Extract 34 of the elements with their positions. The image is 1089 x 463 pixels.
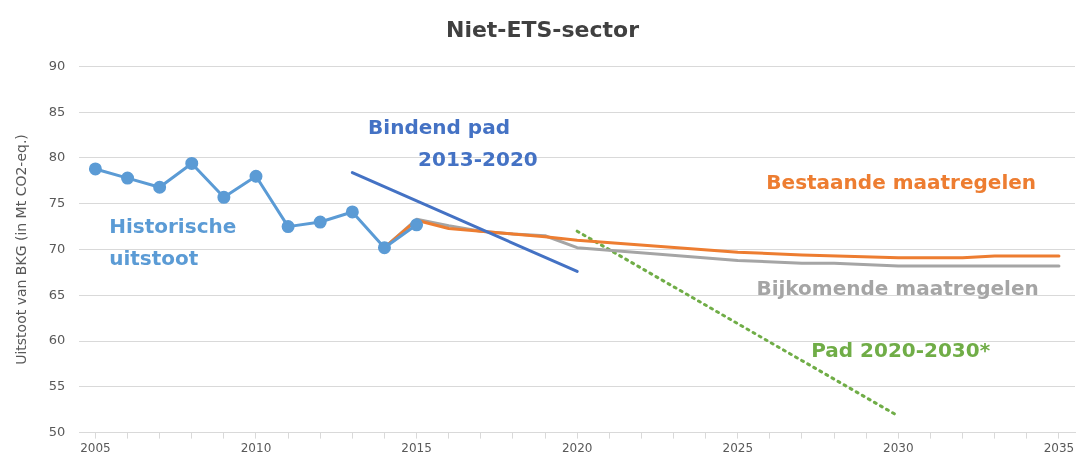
text: Bestaande maatregelen: [766, 169, 1037, 194]
y-tick-label: 80: [48, 149, 66, 165]
x-tick-label: 2035: [1043, 440, 1075, 455]
y-tick-label: 60: [48, 332, 66, 348]
x-tick-label: 2005: [80, 440, 111, 455]
point: [377, 241, 391, 255]
y-tick-label: 70: [48, 240, 66, 256]
point: [281, 220, 295, 234]
x-tick-label: 2030: [883, 440, 914, 455]
y-tick-label: 90: [48, 57, 66, 73]
x-tick-label: 2020: [561, 440, 593, 455]
x-tick-label: 2010: [240, 440, 272, 455]
y-tick-label: 55: [48, 378, 66, 394]
point: [410, 218, 424, 232]
chart-title: Niet-ETS-sector: [445, 16, 640, 42]
point: [88, 162, 102, 176]
y-axis-title: Uitstoot van BKG (in Mt CO2-eq.): [13, 134, 30, 365]
series-label: Pad 2020-2030*: [811, 338, 991, 363]
point: [121, 171, 135, 185]
point: [217, 190, 231, 204]
y-tick-label: 85: [48, 103, 66, 119]
x-tick-label: 2025: [722, 440, 754, 455]
series-label: Bijkomende maatregelen: [756, 275, 1039, 300]
y-tick-label: 65: [48, 286, 66, 302]
point: [249, 169, 263, 183]
series-label: Bindend pad 2013-2020: [368, 114, 538, 171]
x-tick-label: 2015: [401, 440, 432, 455]
point: [313, 215, 327, 229]
point: [185, 156, 199, 170]
series-label: Historische uitstoot: [109, 213, 237, 270]
y-tick-label: 75: [48, 195, 66, 211]
point: [153, 180, 167, 194]
y-tick-label: 50: [48, 423, 66, 439]
point: [345, 205, 359, 219]
